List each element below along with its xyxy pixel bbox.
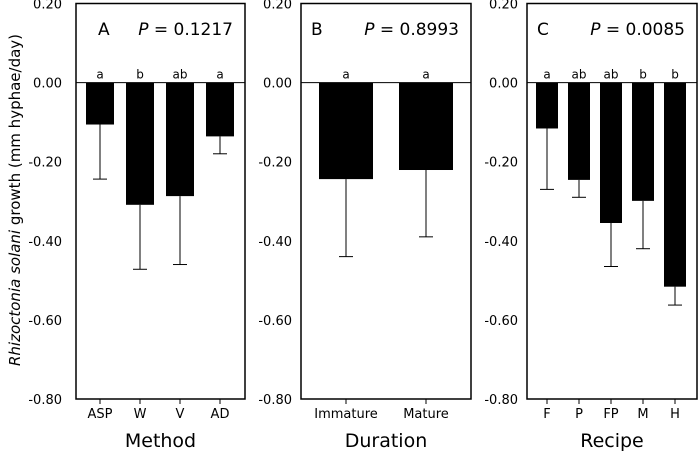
x-tick-label: M bbox=[637, 407, 648, 422]
bar-m bbox=[632, 82, 654, 201]
y-tick-label: -0.20 bbox=[28, 156, 62, 171]
bar-h bbox=[664, 82, 686, 287]
x-axis-label: Duration bbox=[345, 430, 428, 452]
y-tick-label: -0.80 bbox=[28, 393, 62, 408]
x-tick-label: ASP bbox=[88, 407, 113, 422]
y-axis-label-rest: growth (mm hyphae/day) bbox=[6, 34, 24, 230]
bar-mature bbox=[399, 82, 453, 171]
significance-letter: ab bbox=[572, 68, 587, 82]
y-tick-label: -0.40 bbox=[484, 235, 518, 250]
y-tick-label: -0.80 bbox=[484, 393, 518, 408]
x-tick-label: W bbox=[134, 407, 147, 422]
y-tick-label: -0.20 bbox=[484, 156, 518, 171]
y-tick-label: -0.80 bbox=[258, 393, 292, 408]
x-tick-label: H bbox=[670, 407, 680, 422]
panel-label: B bbox=[311, 20, 323, 40]
p-value: P = 0.0085 bbox=[590, 20, 685, 40]
plot-frame bbox=[300, 2, 472, 400]
p-value-text: = 0.8993 bbox=[374, 20, 459, 40]
bar-fp bbox=[600, 82, 622, 224]
p-value-text: = 0.1217 bbox=[148, 20, 233, 40]
y-tick-label: 0.00 bbox=[489, 77, 518, 92]
x-axis-label: Method bbox=[125, 430, 196, 452]
p-value-text: = 0.0085 bbox=[600, 20, 685, 40]
y-tick-label: 0.20 bbox=[263, 0, 292, 13]
plot-frame bbox=[75, 2, 246, 400]
significance-letter: ab bbox=[604, 68, 619, 82]
y-tick-label: 0.20 bbox=[489, 0, 518, 13]
x-tick-label: Mature bbox=[403, 407, 449, 422]
x-tick-label: FP bbox=[603, 407, 618, 422]
p-label: P bbox=[590, 20, 601, 40]
significance-letter: b bbox=[136, 68, 144, 82]
x-tick-label: Immature bbox=[314, 407, 378, 422]
significance-letter: b bbox=[639, 68, 647, 82]
significance-letter: a bbox=[422, 68, 429, 82]
y-tick-label: -0.60 bbox=[28, 314, 62, 329]
panel-a: 0.20 0.00 -0.20 -0.40 -0.60 -0.80 A P = 0.1217 a… bbox=[28, 0, 246, 452]
p-label: P bbox=[364, 20, 375, 40]
bar-f bbox=[536, 82, 558, 129]
bar-ad bbox=[206, 82, 234, 137]
significance-letter: a bbox=[216, 68, 223, 82]
y-tick-label: 0.20 bbox=[33, 0, 62, 13]
panel-b: 0.20 0.00 -0.20 -0.40 -0.60 -0.80 B P = 0.8993 a… bbox=[258, 0, 472, 452]
x-tick-label: AD bbox=[211, 407, 230, 422]
bar-asp bbox=[86, 82, 114, 125]
significance-letter: a bbox=[543, 68, 550, 82]
y-tick-label: 0.00 bbox=[33, 77, 62, 92]
p-label: P bbox=[138, 20, 149, 40]
bar-v bbox=[166, 82, 194, 197]
plot-frame bbox=[526, 2, 698, 400]
x-tick-label: F bbox=[543, 407, 550, 422]
significance-letter: ab bbox=[173, 68, 188, 82]
panel-c: 0.20 0.00 -0.20 -0.40 -0.60 -0.80 C P = 0.0085 a… bbox=[484, 0, 698, 452]
panel-label: C bbox=[537, 20, 549, 40]
significance-letter: b bbox=[671, 68, 679, 82]
p-value: P = 0.1217 bbox=[138, 20, 233, 40]
x-axis-label: Recipe bbox=[580, 430, 644, 452]
x-tick-label: P bbox=[575, 407, 583, 422]
y-tick-label: -0.40 bbox=[258, 235, 292, 250]
significance-letter: a bbox=[96, 68, 103, 82]
p-value: P = 0.8993 bbox=[364, 20, 459, 40]
y-axis-label-italic: Rhizoctonia solani bbox=[6, 229, 24, 366]
y-tick-label: 0.00 bbox=[263, 77, 292, 92]
bar-w bbox=[126, 82, 154, 205]
panel-label: A bbox=[98, 20, 110, 40]
y-tick-label: -0.20 bbox=[258, 156, 292, 171]
significance-letter: a bbox=[342, 68, 349, 82]
x-tick-label: V bbox=[176, 407, 185, 422]
y-tick-label: -0.60 bbox=[484, 314, 518, 329]
y-tick-label: -0.60 bbox=[258, 314, 292, 329]
bar-p bbox=[568, 82, 590, 180]
y-axis-label: Rhizoctonia solani growth (mm hyphae/day… bbox=[6, 34, 24, 366]
y-tick-label: -0.40 bbox=[28, 235, 62, 250]
bar-immature bbox=[319, 82, 373, 180]
